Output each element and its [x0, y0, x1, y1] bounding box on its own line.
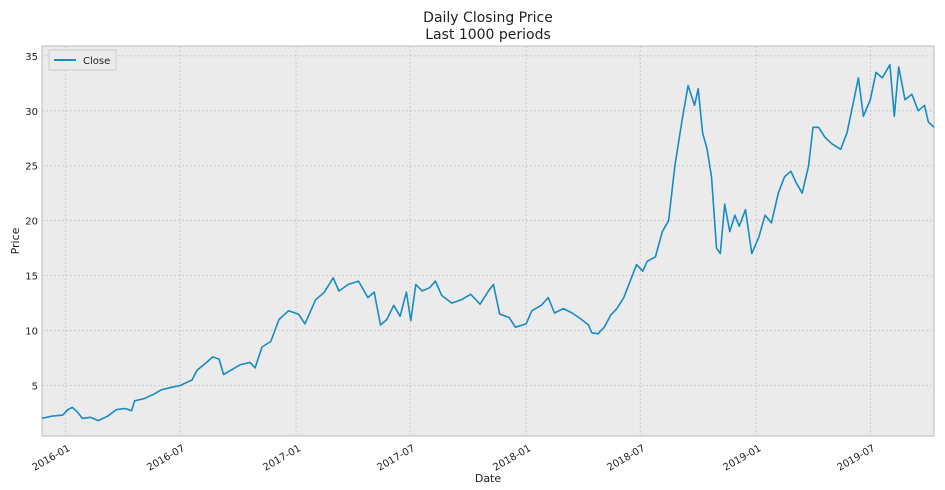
y-tick-label: 15: [25, 272, 38, 283]
x-tick-label: 2016-01: [31, 443, 73, 473]
x-tick-label: 2016-07: [145, 443, 187, 473]
y-axis-label: Price: [9, 227, 22, 254]
x-tick-label: 2018-01: [491, 443, 533, 473]
y-axis-ticks: 5 10 15 20 25 30 35: [25, 52, 38, 393]
plot-area: [41, 45, 935, 437]
x-tick-label: 2017-01: [261, 443, 303, 473]
x-tick-label: 2018-07: [606, 443, 648, 473]
y-tick-label: 20: [25, 217, 38, 228]
y-tick-label: 5: [32, 381, 38, 392]
y-tick-label: 35: [25, 52, 38, 63]
x-axis-ticks: 2016-01 2016-07 2017-01 2017-07 2018-01 2018-…: [31, 443, 878, 473]
x-tick-label: 2019-07: [836, 443, 878, 473]
series-line-close: [41, 63, 935, 422]
x-axis-label: Date: [475, 472, 502, 485]
legend-label: Close: [83, 56, 110, 67]
x-tick-label: 2019-01: [722, 443, 764, 473]
legend: Close: [48, 49, 117, 71]
chart-subtitle: Last 1000 periods: [425, 27, 551, 43]
series-layer: [41, 63, 935, 422]
legend-box: [48, 49, 117, 71]
y-tick-label: 30: [25, 107, 38, 118]
chart-title: Daily Closing Price: [423, 10, 553, 26]
y-tick-label: 10: [25, 327, 38, 338]
y-tick-label: 25: [25, 162, 38, 173]
x-tick-label: 2017-07: [375, 443, 417, 473]
gridlines: [42, 46, 934, 436]
